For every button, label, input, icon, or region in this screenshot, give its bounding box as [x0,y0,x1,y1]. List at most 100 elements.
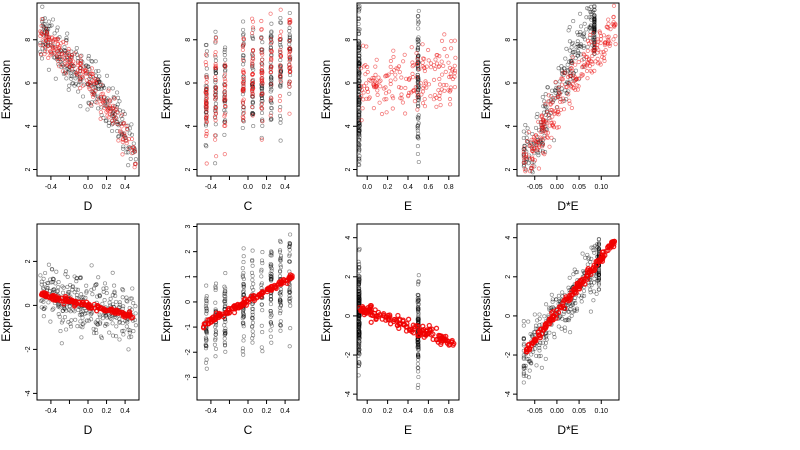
observed-point [222,340,227,345]
fitted-point [603,47,608,53]
observed-point [592,27,597,32]
fitted-point [358,66,364,71]
observed-point [357,128,362,133]
observed-point [416,343,421,348]
observed-point [269,30,274,35]
observed-point [223,349,228,354]
observed-point [269,251,274,256]
fitted-point [213,75,218,80]
observed-point [357,338,361,343]
observed-point [277,113,283,118]
fitted-point [598,36,604,42]
fitted-point [250,293,257,299]
fitted-point [127,146,132,152]
observed-point [416,305,421,310]
observed-point [575,42,580,47]
observed-point [527,359,532,364]
fitted-point [554,307,560,313]
observed-point [203,346,209,351]
observed-point [521,341,526,346]
observed-point [278,298,283,303]
observed-point [588,9,593,15]
observed-point [240,273,245,278]
fitted-point [62,56,67,61]
observed-point [556,324,561,329]
fitted-point [49,40,54,45]
fitted-point [522,166,527,172]
fitted-point [389,69,394,75]
observed-point [241,312,246,317]
observed-point [357,100,362,105]
observed-point [357,81,361,86]
observed-point [241,283,246,288]
observed-point [60,308,65,313]
observed-point [526,356,531,361]
observed-point [415,116,421,121]
fitted-point [528,143,533,148]
observed-point [74,46,79,51]
fitted-point [415,75,420,80]
observed-point [357,343,361,348]
fitted-point [388,64,393,70]
observed-point [278,300,283,305]
observed-point [287,10,292,16]
y-tick-label: 8 [505,38,512,42]
observed-point [120,321,125,326]
observed-point [589,4,594,9]
observed-point [574,308,579,313]
fitted-point [376,75,381,80]
observed-point [357,347,361,352]
observed-point [357,348,361,353]
observed-point [277,305,282,310]
observed-point [592,280,597,285]
observed-point [547,307,552,312]
fitted-point [438,90,443,95]
observed-point [588,280,593,285]
observed-point [89,317,94,322]
observed-point [63,49,68,54]
fitted-point [539,113,544,118]
observed-point [39,279,44,284]
fitted-point [375,92,380,98]
fitted-point [42,290,49,296]
observed-point [596,276,601,281]
fitted-point [222,152,227,157]
observed-point [241,338,246,343]
observed-point [572,298,577,303]
fitted-point [371,76,377,81]
observed-point [110,333,116,338]
observed-point [250,301,255,307]
observed-point [287,299,293,305]
fitted-point [450,68,455,73]
observed-point [537,348,542,353]
observed-point [416,347,421,352]
fitted-point [110,121,116,126]
fitted-point [611,37,616,42]
observed-point [213,286,218,291]
observed-point [58,329,63,334]
observed-point [69,318,74,323]
observed-point [48,23,53,29]
observed-point [592,19,597,24]
observed-point [543,335,548,340]
observed-point [567,316,572,321]
fitted-point [373,72,378,78]
fitted-point [421,65,427,70]
fitted-point [415,323,421,329]
fitted-point [426,58,431,63]
observed-point [416,298,421,303]
fitted-point [447,74,452,80]
fitted-point [72,51,77,56]
observed-point [259,323,264,328]
observed-point [88,312,93,317]
observed-point [72,70,77,75]
observed-point [127,330,132,335]
fitted-point [573,290,579,296]
fitted-point [585,76,590,81]
observed-point [50,17,56,22]
observed-point [357,296,361,301]
observed-point [43,305,48,310]
observed-point [110,86,115,91]
observed-point [84,310,89,316]
